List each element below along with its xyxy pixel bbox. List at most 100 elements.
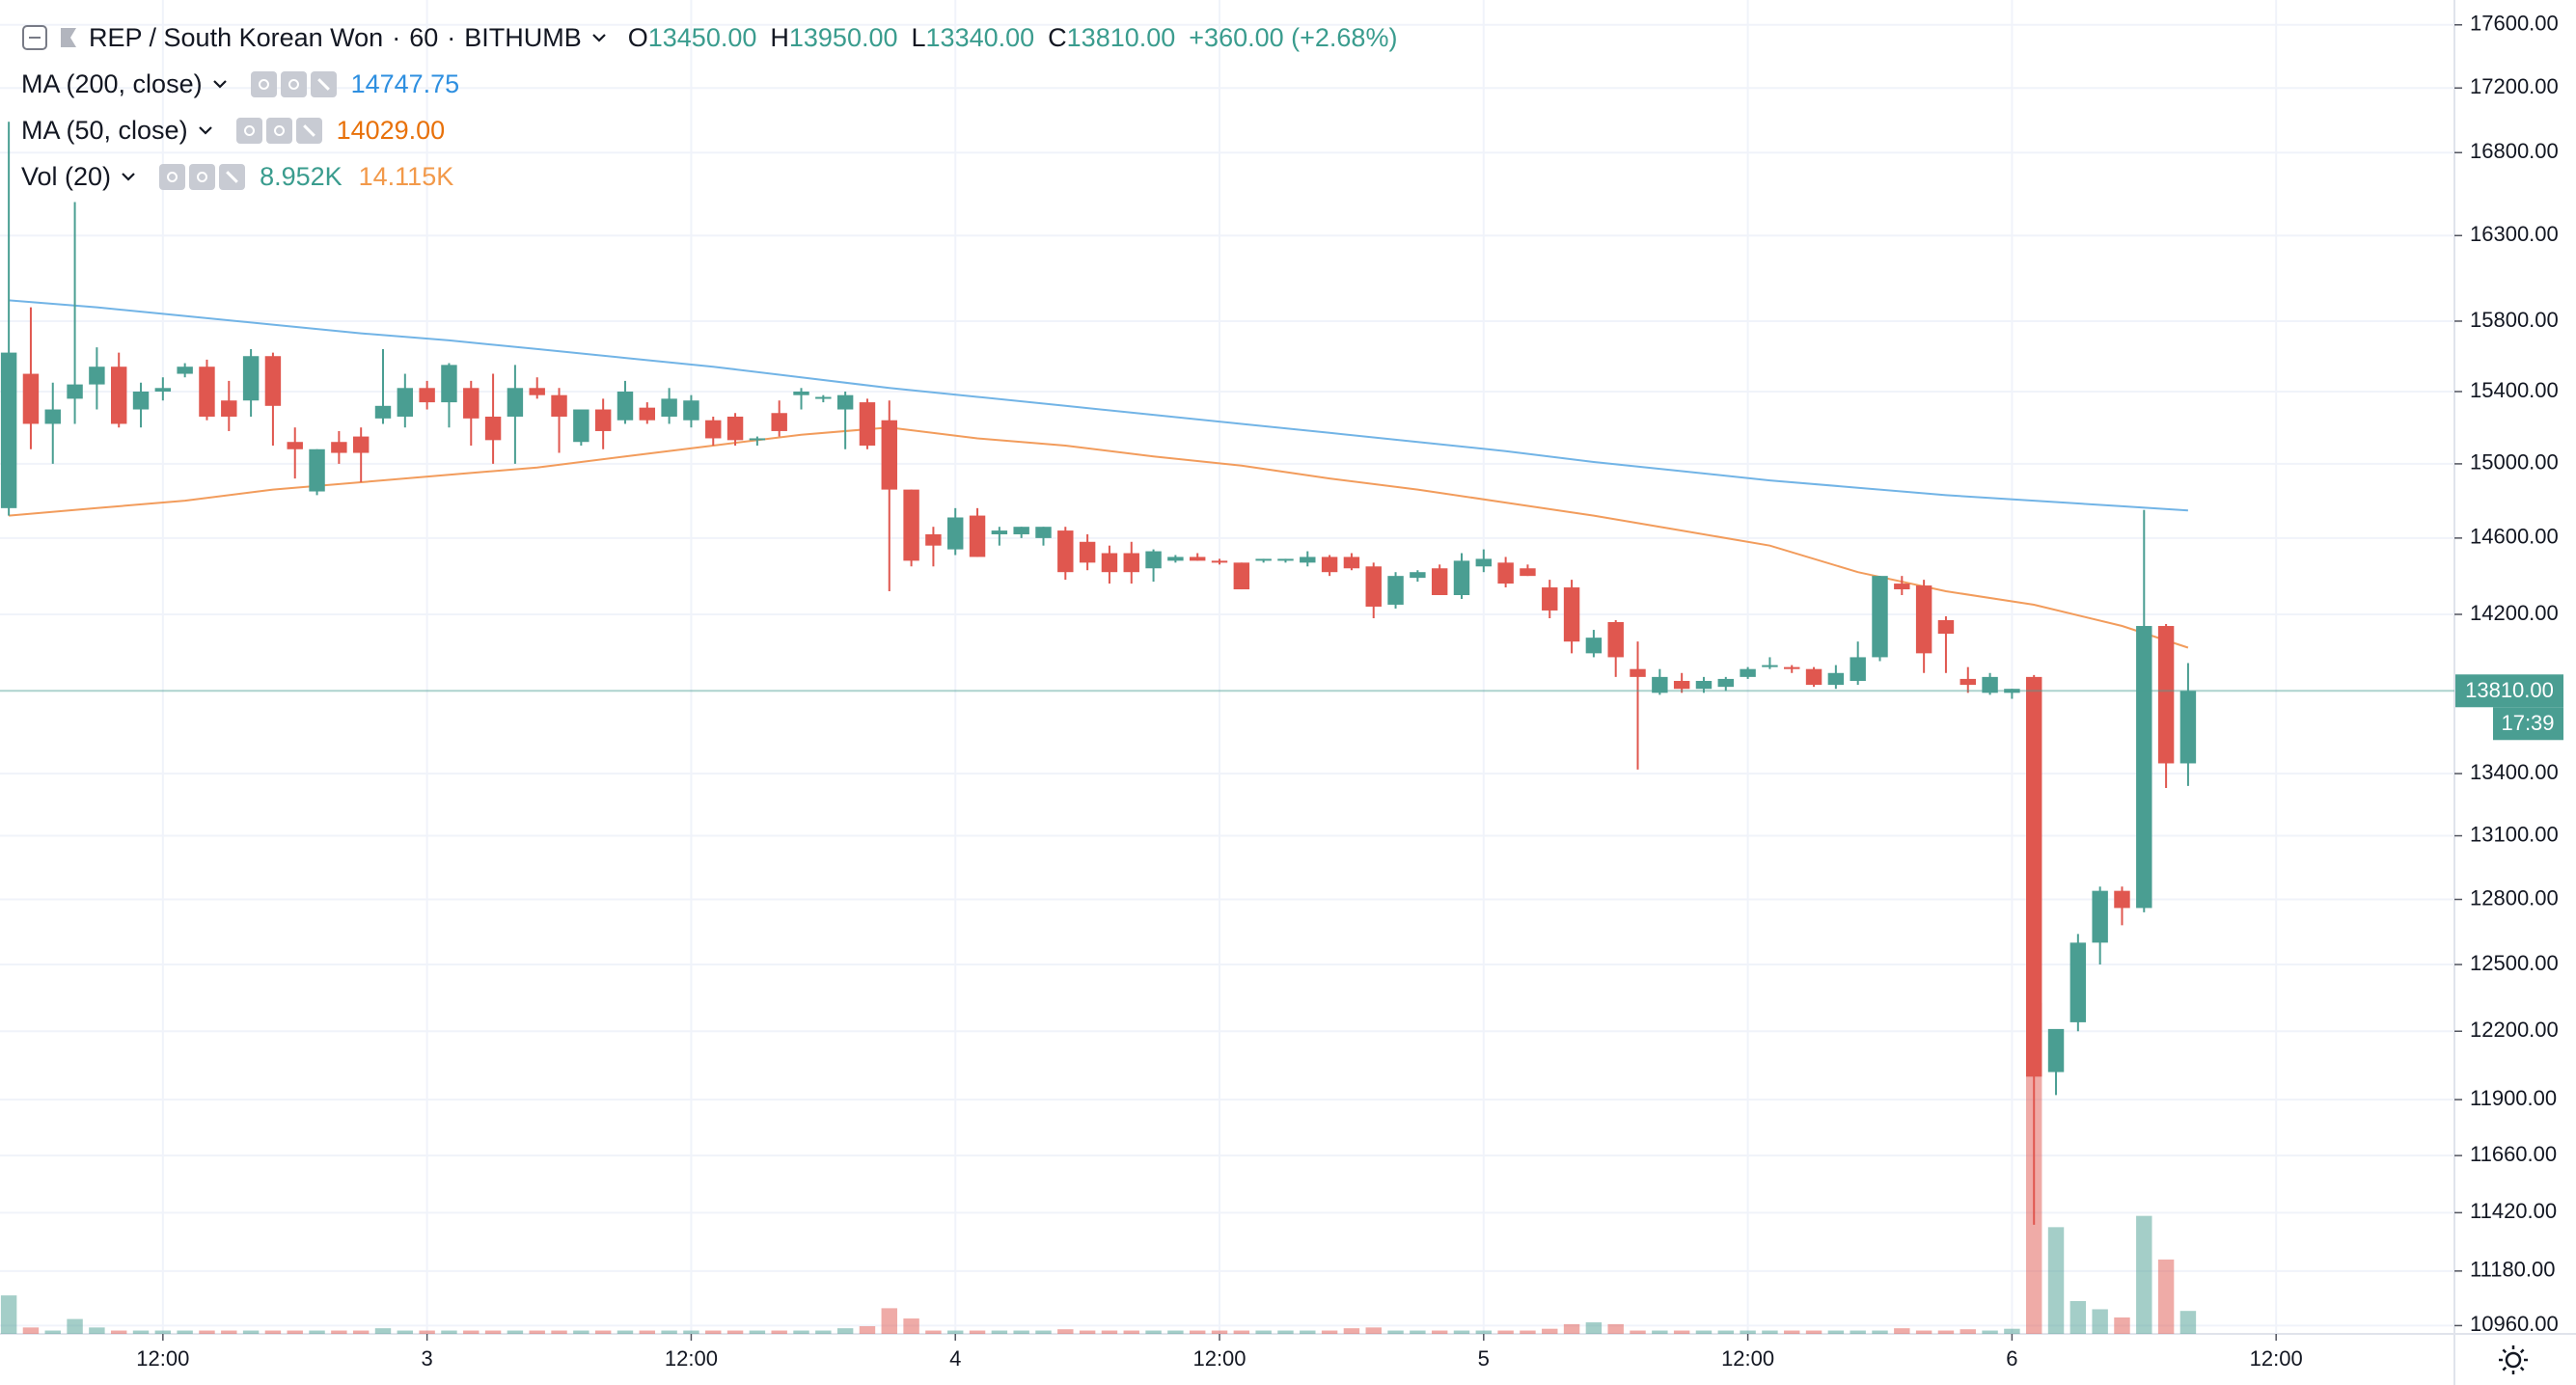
volume-bar [881, 1308, 897, 1334]
candle-body [2004, 689, 2020, 693]
candle-body [726, 416, 744, 441]
volume-bar [1233, 1330, 1250, 1334]
volume-bar [836, 1328, 854, 1334]
volume-bar [793, 1330, 809, 1334]
indicator-value: 8.952K [260, 161, 343, 191]
chevron[interactable] [211, 75, 229, 93]
ma-line [9, 426, 2189, 649]
volume-bar [287, 1330, 303, 1334]
volume-bar [1387, 1330, 1404, 1334]
eye-icon[interactable] [250, 70, 277, 97]
candle-body [815, 396, 832, 399]
y-tick-label: 11180.00 [2470, 1258, 2556, 1282]
candle-body [1321, 557, 1338, 573]
volume-bar [2069, 1300, 2087, 1334]
volume-bar [2157, 1259, 2175, 1334]
x-tick-label: 6 [2006, 1346, 2017, 1371]
volume-bar [1805, 1330, 1822, 1334]
eye-icon[interactable] [159, 163, 186, 190]
chevron[interactable] [197, 122, 214, 139]
volume-bar [1937, 1330, 1955, 1334]
last-price-tag [2455, 674, 2563, 708]
indicator-name: MA (50, close) [21, 115, 188, 145]
eye-icon[interactable] [235, 117, 262, 144]
moving-averages [9, 299, 2189, 649]
volume-bar [331, 1330, 347, 1334]
x-icon[interactable] [310, 70, 337, 97]
volume-bar [1475, 1330, 1493, 1334]
volume-bar [67, 1318, 83, 1334]
gear-icon[interactable] [265, 117, 292, 144]
ohlc-item: O13450.00 [628, 23, 757, 53]
candle-body [573, 409, 589, 443]
y-tick-label: 14200.00 [2470, 601, 2559, 625]
volume-bar [507, 1330, 524, 1334]
candle-body [177, 367, 193, 374]
volume-bar [1277, 1330, 1294, 1334]
candle-body [419, 388, 435, 403]
collapse-icon[interactable] [21, 24, 48, 51]
volume-bar [573, 1330, 589, 1334]
ohlc-key: O [627, 22, 648, 52]
ohlc-item: L13340.00 [912, 23, 1035, 53]
volume-bar [1300, 1330, 1316, 1334]
volume-bar [2092, 1309, 2108, 1334]
volume-bar [1652, 1330, 1668, 1334]
volume-bar [1740, 1330, 1756, 1334]
candle-body [705, 420, 722, 439]
x-tick-label: 12:00 [1192, 1346, 1246, 1371]
chevron[interactable] [120, 168, 137, 185]
volume-bar [1915, 1330, 1932, 1334]
candle-body [749, 438, 766, 441]
candle-body [441, 365, 457, 403]
volume-bar [177, 1330, 193, 1334]
x-icon[interactable] [219, 163, 246, 190]
candle-body [1233, 562, 1250, 590]
volume-bar [154, 1330, 172, 1334]
flag-icon[interactable] [57, 24, 80, 51]
indicator-value: 14029.00 [336, 115, 446, 145]
interval: 60 [409, 22, 439, 52]
candle-body [529, 388, 545, 395]
gear-icon[interactable] [189, 163, 216, 190]
change: +360.00 (+2.68%) [1189, 22, 1398, 52]
volume-bar [1959, 1329, 1976, 1334]
candle-body [1497, 562, 1514, 584]
countdown-tag [2493, 707, 2563, 741]
volume-bar [1762, 1330, 1778, 1334]
gear-icon[interactable] [280, 70, 307, 97]
volume-bar [925, 1330, 942, 1334]
candle-body [1079, 541, 1096, 563]
ohlc: O13450.00 H13950.00 L13340.00 C13810.00 … [628, 23, 1398, 53]
candle-body [1937, 619, 1955, 635]
x-icon[interactable] [295, 117, 322, 144]
indicator-name: Vol (20) [21, 161, 112, 191]
candle-body [1101, 553, 1118, 573]
volume-bar [815, 1330, 832, 1334]
symbol: REP / South Korean Won [89, 22, 384, 52]
candle-body [2136, 626, 2152, 909]
volume-bar [1585, 1322, 1603, 1334]
candle-body [1805, 668, 1822, 686]
volume-bar [903, 1318, 919, 1334]
volume-bar [1542, 1328, 1558, 1334]
candle-body [1872, 576, 1888, 658]
volume-bar [374, 1328, 392, 1334]
candle-body [859, 402, 876, 446]
volume-bar [2136, 1215, 2152, 1334]
volume-bar [1057, 1329, 1074, 1334]
candle-body [507, 388, 524, 417]
x-tick-label: 5 [1478, 1346, 1490, 1371]
settings-icon[interactable] [2499, 1345, 2528, 1374]
indicator-icons [159, 163, 246, 190]
volume-bar [1453, 1330, 1470, 1334]
candle-body [1762, 665, 1778, 667]
candle-body [1211, 560, 1228, 563]
candle-body [110, 367, 127, 424]
volume-bar [199, 1330, 215, 1334]
chevron[interactable] [590, 29, 608, 46]
candle-body [1189, 557, 1206, 561]
y-tick-label: 10960.00 [2470, 1312, 2559, 1336]
volume-bar [1079, 1330, 1096, 1334]
